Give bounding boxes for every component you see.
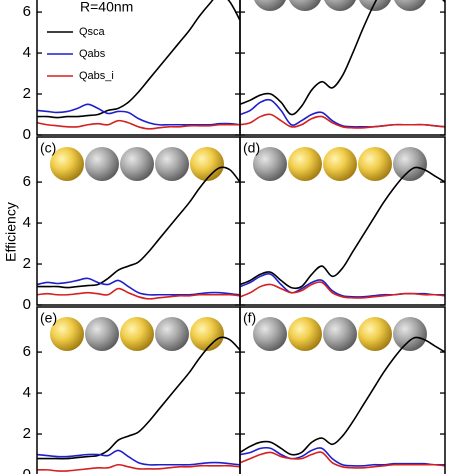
y-tick-label: 2 <box>23 255 31 272</box>
curve <box>37 449 240 466</box>
sphere <box>288 317 322 351</box>
sphere <box>323 147 357 181</box>
curve <box>37 336 240 460</box>
sphere <box>120 147 154 181</box>
panel-frame <box>239 136 446 306</box>
curve <box>240 98 445 128</box>
panel-frame <box>239 0 446 136</box>
curve <box>240 281 445 299</box>
annotation: R=40nm <box>80 0 133 15</box>
panel: (f) <box>239 306 446 474</box>
sphere <box>50 317 84 351</box>
curve <box>240 166 445 290</box>
panel: 0 2 4 6 (e) <box>23 306 241 474</box>
sphere <box>393 147 427 181</box>
sphere <box>288 147 322 181</box>
curve <box>240 336 445 456</box>
y-axis-label: Efficiency <box>3 202 19 262</box>
y-tick-label: 4 <box>23 44 31 61</box>
panel-frame <box>239 306 446 474</box>
y-tick-label: 2 <box>23 85 31 102</box>
legend-label: Qsca <box>79 26 106 38</box>
panel-frame <box>36 0 241 136</box>
curve <box>37 287 240 300</box>
y-tick-label: 4 <box>23 384 31 401</box>
sphere <box>155 317 189 351</box>
curve <box>37 463 240 472</box>
curve <box>37 119 240 130</box>
curve <box>37 0 240 119</box>
sphere <box>155 147 189 181</box>
panel: 0 2 4 6 R=40nm Qsca Qabs Qabs_i <box>23 0 241 143</box>
panel-label: (f) <box>243 310 256 326</box>
y-tick-label: 6 <box>23 3 31 20</box>
legend-label: Qabs_i <box>79 70 114 82</box>
y-tick-label: 2 <box>23 425 31 442</box>
sphere <box>253 317 287 351</box>
sphere <box>120 317 154 351</box>
y-tick-label: 6 <box>23 173 31 190</box>
curve <box>37 277 240 296</box>
y-tick-label: 4 <box>23 214 31 231</box>
y-tick-label: 0 <box>23 126 31 143</box>
y-tick-label: 0 <box>23 296 31 313</box>
sphere <box>85 317 119 351</box>
curve <box>37 166 240 289</box>
sphere <box>50 147 84 181</box>
panel <box>239 0 446 136</box>
sphere <box>253 147 287 181</box>
legend-label: Qabs <box>79 48 106 60</box>
curve <box>240 446 445 467</box>
panel: 0 2 4 6 (c) <box>23 136 241 313</box>
sphere <box>323 317 357 351</box>
sphere <box>190 147 224 181</box>
sphere <box>358 317 392 351</box>
sphere <box>394 0 426 11</box>
panel: (d) <box>239 136 446 306</box>
panel-label: (d) <box>243 140 260 156</box>
sphere <box>358 147 392 181</box>
y-tick-label: 0 <box>23 466 31 474</box>
sphere <box>359 0 391 11</box>
sphere <box>254 0 286 11</box>
y-tick-label: 6 <box>23 343 31 360</box>
curve <box>240 113 445 129</box>
sphere <box>190 317 224 351</box>
sphere <box>324 0 356 11</box>
sphere <box>289 0 321 11</box>
panel-label: (c) <box>40 140 56 156</box>
sphere <box>393 317 427 351</box>
panel-label: (e) <box>40 310 57 326</box>
curve <box>240 0 445 116</box>
sphere <box>85 147 119 181</box>
curve <box>37 103 240 126</box>
curve <box>240 451 445 469</box>
